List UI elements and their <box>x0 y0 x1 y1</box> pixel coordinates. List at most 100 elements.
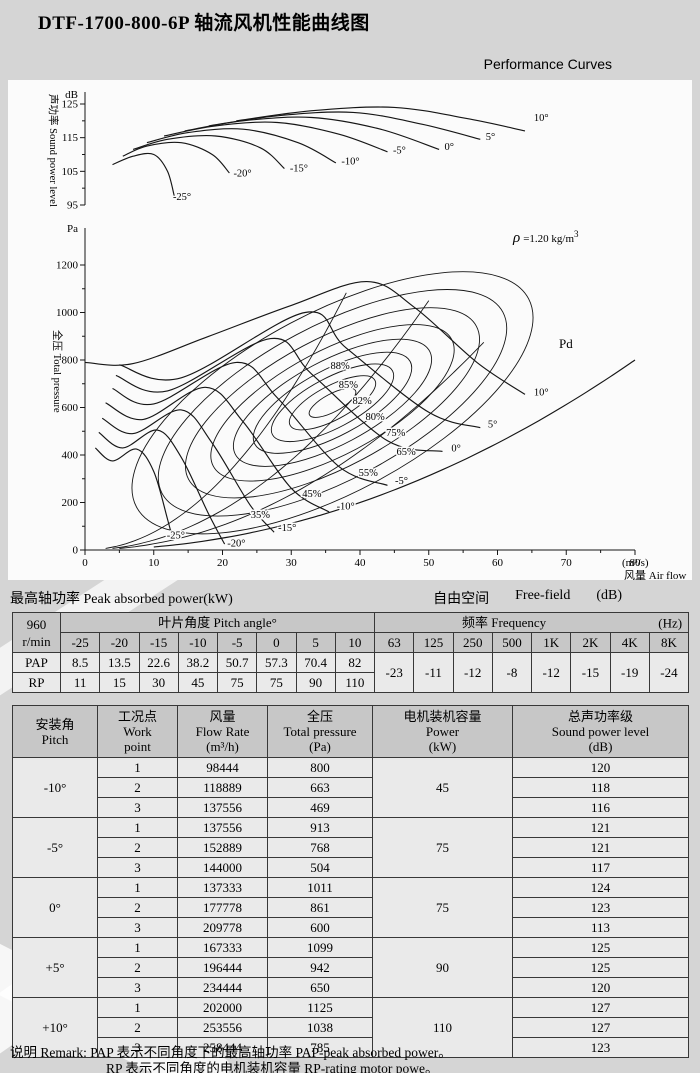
angle-header-cell: 10 <box>334 632 376 653</box>
column-header: 总声功率级 Sound power level (dB) <box>512 705 689 758</box>
rp-value-cell: 11 <box>59 672 101 693</box>
efficiency-contour-85% <box>288 375 377 431</box>
work-point-cell: 2 <box>97 837 178 858</box>
efficiency-label: 45% <box>302 489 322 500</box>
angle-header-cell: -10 <box>177 632 219 653</box>
table-row: +10° 1 202000 1125 110 127 <box>12 997 689 1058</box>
work-point-cell: 3 <box>97 857 178 878</box>
table-row: 3 137556 469 116 <box>13 797 689 818</box>
air-density-annotation: ρ =1.20 kg/m3 <box>512 229 579 246</box>
sound-curve--25° <box>112 152 175 197</box>
table-row: -10° 1 98444 800 45 120 <box>12 757 689 818</box>
sound-curve-label: -5° <box>393 145 406 156</box>
pressure-cell: 913 <box>267 817 373 838</box>
efficiency-contour-65% <box>210 324 455 482</box>
pap-value-cell: 82 <box>334 652 376 673</box>
table-row: 3 144000 504 117 <box>13 857 689 878</box>
table-row: PAP 8.5 13.5 22.6 38.2 50.7 57.3 70.4 82 -23 -11 -1… <box>12 652 690 693</box>
pap-value-cell: 13.5 <box>99 652 140 673</box>
efficiency-label: 55% <box>359 468 379 479</box>
efficiency-label: 75% <box>386 428 406 439</box>
pressure-chart: Pd -25° -20° -15° -10° -5° 0° 5° 10° 88% 85% 82% 80%… <box>51 223 686 582</box>
power-cell: 45 <box>372 757 513 818</box>
freq-db-cell: -19 <box>609 652 650 693</box>
sound-y-tick: 105 <box>62 166 79 178</box>
row-label-pap: PAP <box>12 652 61 673</box>
work-point-cell: 1 <box>97 757 178 778</box>
flow-cell: 137556 <box>177 797 268 818</box>
pressure-y-tick: 200 <box>62 497 79 509</box>
column-header: 全压 Total pressure (Pa) <box>267 705 373 758</box>
freq-header-cell: 4K <box>609 632 650 653</box>
spl-cell: 121 <box>512 837 689 858</box>
table-row: -5° 1 137556 913 75 121 <box>12 817 689 878</box>
efficiency-label: 80% <box>366 412 386 423</box>
angle-header-cell: 5 <box>295 632 336 653</box>
efficiency-contour-55% <box>185 307 480 499</box>
pitch-cell: -5° <box>12 817 98 878</box>
efficiency-contour-75% <box>232 338 433 467</box>
column-header: 风量 Flow Rate (m³/h) <box>177 705 268 758</box>
flow-cell: 137556 <box>177 817 268 838</box>
pressure-curve-label: -5° <box>395 476 408 487</box>
angle-header-cell: -20 <box>99 632 140 653</box>
flow-cell: 144000 <box>177 857 268 878</box>
spl-cell: 121 <box>512 817 689 838</box>
flow-cell: 152889 <box>177 837 268 858</box>
pap-value-cell: 8.5 <box>59 652 101 673</box>
efficiency-label: 82% <box>352 396 372 407</box>
spl-cell: 120 <box>512 977 689 998</box>
angle-header-cell: -25 <box>59 632 101 653</box>
pressure-curve--15° <box>101 409 275 533</box>
flow-cell: 209778 <box>177 917 268 938</box>
row-label-rp: RP <box>12 672 61 693</box>
sound-curve-label: 5° <box>486 132 495 143</box>
free-field-caption-group: 自由空间 Free-field (dB) <box>433 588 622 608</box>
sound-y-tick: 115 <box>62 132 79 144</box>
sound-y-tick: 125 <box>62 98 79 110</box>
work-point-cell: 2 <box>97 1017 178 1038</box>
pressure-cell: 1038 <box>267 1017 373 1038</box>
peak-power-caption: 最高轴功率 Peak absorbed power(kW) <box>10 592 233 607</box>
power-cell: 75 <box>372 817 513 878</box>
column-header: 电机装机容量 Power (kW) <box>372 705 513 758</box>
freq-db-cell: -23 <box>374 652 415 693</box>
power-cell: 90 <box>372 937 513 998</box>
efficiency-contour-82% <box>270 363 395 443</box>
pressure-curve-5° <box>119 311 481 429</box>
flow-cell: 253556 <box>177 1017 268 1038</box>
flow-x-tick: 60 <box>492 557 504 569</box>
pap-value-cell: 50.7 <box>216 652 258 673</box>
work-point-cell: 3 <box>97 1037 178 1058</box>
efficiency-contour-45% <box>157 289 508 517</box>
db-caption: (dB) <box>596 588 622 603</box>
pressure-cell: 1125 <box>267 997 373 1018</box>
pressure-cell: 785 <box>267 1037 373 1058</box>
spl-cell: 125 <box>512 937 689 958</box>
pressure-cell: 1011 <box>267 877 373 898</box>
hz-unit: (Hz) <box>658 615 683 630</box>
work-point-cell: 1 <box>97 997 178 1018</box>
column-header: 安装角 Pitch <box>12 705 98 758</box>
work-point-cell: 1 <box>97 937 178 958</box>
table-row: 960 r/min 叶片角度 Pitch angle° 频率 Frequency (Hz… <box>12 612 690 653</box>
rp-value-cell: 30 <box>138 672 179 693</box>
table-row: 2 118889 663 118 <box>13 777 689 798</box>
spl-cell: 113 <box>512 917 689 938</box>
work-point-cell: 2 <box>97 777 178 798</box>
frequency-header: 频率 Frequency (Hz) <box>374 612 690 633</box>
work-point-cell: 3 <box>97 797 178 818</box>
work-point-cell: 3 <box>97 917 178 938</box>
spl-cell: 124 <box>512 877 689 898</box>
table-row: RP 11 15 30 45 75 75 90 110 <box>12 672 689 693</box>
freq-db-cell: -24 <box>648 652 690 693</box>
rp-value-cell: 75 <box>216 672 258 693</box>
angle-header-cell: -15 <box>138 632 179 653</box>
pitch-cell: +5° <box>12 937 98 998</box>
pressure-curve-0° <box>115 337 443 452</box>
pressure-curve--5° <box>112 361 388 486</box>
flow-cell: 177778 <box>177 897 268 918</box>
table-row: 0° 1 137333 1011 75 124 <box>12 877 689 938</box>
table-row: 2 196444 942 125 <box>13 957 689 978</box>
